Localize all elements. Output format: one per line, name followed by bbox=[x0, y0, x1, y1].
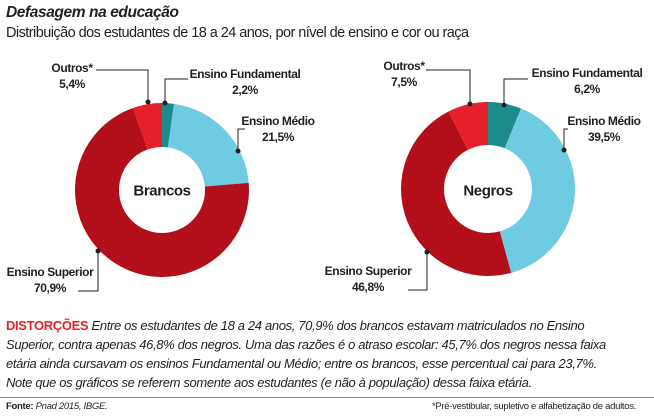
center-label-brancos: Brancos bbox=[133, 182, 191, 200]
slice-ensino-m-dio bbox=[499, 108, 576, 273]
leader-dots bbox=[95, 99, 567, 255]
category: Ensino Fundamental bbox=[189, 67, 301, 81]
leader-line bbox=[237, 128, 245, 151]
label-outros: Outros* 7,5% bbox=[376, 58, 432, 90]
leader-dot bbox=[501, 102, 507, 108]
label-fundamental: Ensino Fundamental 2,2% bbox=[188, 66, 302, 98]
leader-line bbox=[408, 252, 428, 291]
category: Ensino Fundamental bbox=[531, 66, 643, 80]
leader-dot bbox=[145, 99, 151, 105]
leader-line bbox=[563, 128, 568, 150]
center-label-negros: Negros bbox=[463, 182, 513, 200]
text-line: etária ainda cursavam os ensinos Fundame… bbox=[6, 356, 597, 371]
text-line: Superior, contra apenas 46,8% dos negros… bbox=[6, 337, 606, 352]
donut-brancos bbox=[75, 103, 249, 278]
value: 2,2% bbox=[232, 83, 258, 97]
chart-subtitle: Distribuição dos estudantes de 18 a 24 a… bbox=[6, 25, 469, 41]
leader-line bbox=[78, 251, 99, 292]
leader-dot bbox=[424, 249, 430, 255]
slice-ensino-m-dio bbox=[167, 103, 249, 187]
leader-lines bbox=[78, 69, 568, 292]
footnote: *Pré-vestibular, supletivo e alfabetizaç… bbox=[431, 401, 636, 412]
value: 6,2% bbox=[574, 82, 600, 96]
text-line: Entre os estudantes de 18 a 24 anos, 70,… bbox=[88, 318, 585, 333]
label-superior: Ensino Superior 46,8% bbox=[322, 263, 414, 295]
value: 70,9% bbox=[33, 281, 67, 295]
slice-outros bbox=[133, 103, 162, 150]
category: Outros* bbox=[383, 59, 425, 73]
leader-dot bbox=[162, 100, 168, 106]
slice-outros bbox=[448, 102, 488, 150]
category: Ensino Médio bbox=[567, 114, 641, 128]
text-line: Note que os gráficos se referem somente … bbox=[6, 375, 532, 390]
leader-dot bbox=[235, 148, 241, 154]
slice-ensino-fundamental bbox=[488, 102, 522, 149]
value: 5,4% bbox=[59, 77, 85, 91]
leader-dot bbox=[95, 248, 101, 254]
value: 46,8% bbox=[351, 280, 385, 294]
label-superior: Ensino Superior 70,9% bbox=[4, 264, 96, 296]
leader-line bbox=[96, 69, 149, 102]
source: Fonte: Pnad 2015, IBGE. bbox=[6, 401, 108, 412]
category: Ensino Superior bbox=[324, 264, 412, 278]
leader-line bbox=[426, 69, 471, 104]
highlight-label: DISTORÇÕES bbox=[6, 318, 89, 333]
label-medio: Ensino Médio 21,5% bbox=[238, 113, 318, 145]
chart-title: Defasagem na educação bbox=[6, 4, 179, 21]
donut-charts bbox=[75, 69, 576, 292]
value: 39,5% bbox=[587, 130, 621, 144]
source-label: Fonte: bbox=[6, 401, 34, 412]
donut-negros bbox=[401, 102, 576, 277]
category: Ensino Superior bbox=[6, 265, 94, 279]
label-fundamental: Ensino Fundamental 6,2% bbox=[530, 65, 644, 97]
explanatory-text: DISTORÇÕES Entre os estudantes de 18 a 2… bbox=[6, 316, 606, 392]
divider bbox=[0, 397, 654, 398]
value: 21,5% bbox=[261, 130, 295, 144]
label-outros: Outros* 5,4% bbox=[44, 60, 100, 92]
category: Outros* bbox=[51, 61, 93, 75]
category: Ensino Médio bbox=[241, 114, 315, 128]
leader-dot bbox=[467, 101, 473, 107]
leader-line bbox=[164, 78, 188, 103]
slice-ensino-superior bbox=[401, 111, 512, 277]
slice-ensino-fundamental bbox=[162, 103, 174, 148]
value: 7,5% bbox=[391, 75, 417, 89]
leader-line bbox=[503, 78, 528, 105]
label-medio: Ensino Médio 39,5% bbox=[564, 113, 644, 145]
source-text: Pnad 2015, IBGE. bbox=[33, 401, 108, 412]
slice-ensino-superior bbox=[75, 107, 249, 278]
leader-dot bbox=[561, 147, 567, 153]
